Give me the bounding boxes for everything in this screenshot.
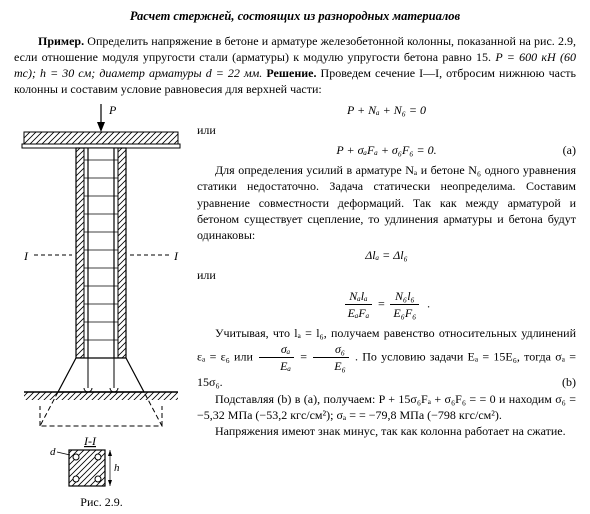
- section-title: I-I: [83, 434, 97, 448]
- equation-4: Nₐlₐ EₐFₐ = N₆l₆ E₆F₆ .: [197, 288, 576, 321]
- reshenie-label: Решение.: [266, 66, 316, 80]
- equation-3: Δlₐ = Δl₆: [197, 247, 576, 263]
- eq2-tag: (a): [563, 142, 576, 158]
- page-title: Расчет стержней, состоящих из разнородны…: [14, 8, 576, 25]
- frac2-den: E₆F₆: [390, 305, 419, 321]
- equation-1: P + Nₐ + N₆ = 0: [197, 102, 576, 118]
- paragraph-5: Напряжения имеют знак минус, так как кол…: [197, 423, 576, 439]
- paragraph-3: Учитывая, что lₐ = l₆, получаем равенств…: [197, 325, 576, 391]
- ili-2: или: [197, 267, 576, 283]
- section-left-label: I: [23, 249, 29, 263]
- primer-label: Пример.: [38, 34, 84, 48]
- frac1-den: EₐFₐ: [345, 305, 373, 321]
- intro-paragraph: Пример. Определить напряжение в бетоне и…: [14, 33, 576, 98]
- eq2-body: P + σₐFₐ + σ₆F₆ = 0.: [336, 143, 436, 157]
- frac1-num: Nₐlₐ: [345, 288, 373, 305]
- section-right-label: I: [173, 249, 179, 263]
- frac-3: σₐ Eₐ: [259, 341, 294, 374]
- frac-2: N₆l₆ E₆F₆: [390, 288, 419, 321]
- load-label: P: [108, 103, 117, 117]
- frac3-den: Eₐ: [259, 358, 294, 374]
- equation-2: P + σₐFₐ + σ₆F₆ = 0. (a): [197, 142, 576, 158]
- dim-d: d: [50, 446, 56, 458]
- frac2-num: N₆l₆: [390, 288, 419, 305]
- frac-4: σ₆ E₆: [313, 341, 349, 374]
- frac3-num: σₐ: [259, 341, 294, 358]
- ili-1: или: [197, 122, 576, 138]
- intro-text-1: Определить напряжение в бетоне и арматур…: [14, 34, 576, 64]
- text-column: P + Nₐ + N₆ = 0 или P + σₐFₐ + σ₆F₆ = 0.…: [197, 98, 576, 510]
- dim-h-right: h: [114, 462, 120, 474]
- figure-caption: Рис. 2.9.: [14, 494, 189, 510]
- paragraph-2: Для определения усилий в арматуре Nₐ и б…: [197, 162, 576, 243]
- column-figure: P: [14, 100, 189, 490]
- paragraph-4: Подставляя (b) в (a), получаем: P + 15σ₆…: [197, 391, 576, 423]
- eq-b-tag: (b): [544, 374, 576, 390]
- frac4-den: E₆: [313, 358, 349, 374]
- figure-column: P: [14, 98, 189, 510]
- frac4-num: σ₆: [313, 341, 349, 358]
- frac-1: Nₐlₐ EₐFₐ: [345, 288, 373, 321]
